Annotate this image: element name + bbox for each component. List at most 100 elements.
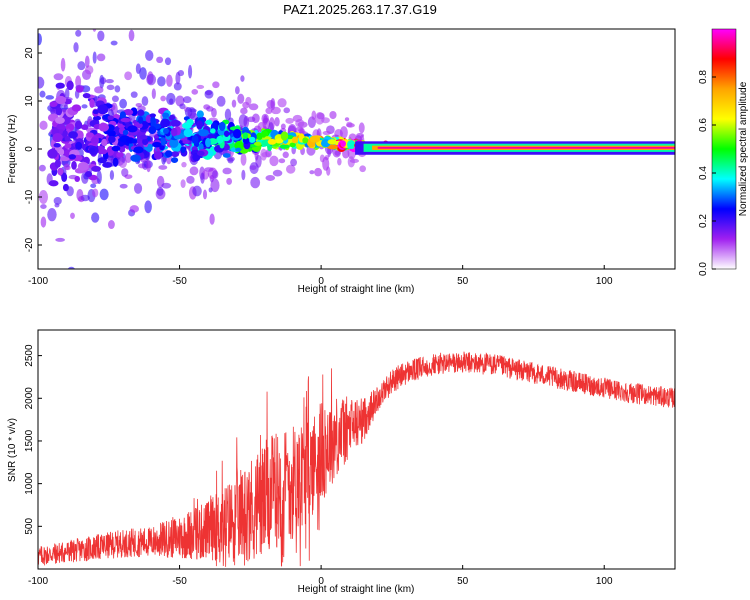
spectrogram-band-blob [57,167,64,176]
spectrogram-band-blob [102,162,113,168]
spectrogram-noise-blob [337,157,342,166]
spectrogram-noise-blob [290,158,297,167]
spectrogram-noise-blob [38,76,45,89]
spectrogram-band-blob [90,137,99,144]
spectrogram-noise-blob [38,33,42,46]
spectrogram-noise-blob [277,98,287,108]
spectrogram-noise-blob [45,95,55,100]
spectrogram-band-blob [137,116,144,124]
spectrogram-noise-blob [212,170,219,179]
spectrogram-noise-blob [173,82,182,91]
spectrogram-band-blob [191,135,199,144]
spectrogram-band-blob [89,148,95,153]
colorbar-gradient [711,28,737,270]
spectrogram-noise-blob [245,96,252,106]
spectrogram-noise-blob [107,220,115,230]
spectrogram-band-blob [169,138,179,148]
colorbar-tick-label: 0.4 [698,166,709,180]
snr-x-label: Height of straight line (km) [298,584,415,595]
spectrogram-noise-blob [121,168,129,177]
spectrogram-noise-blob [271,106,281,115]
snr-y-ticks: 500 1000 1500 2000 2500 [24,344,42,535]
spectrogram-noise-blob [191,88,199,95]
spectrogram-y-label: Frequency (Hz) [7,115,18,184]
spectrogram-noise-blob [135,63,141,75]
spectrogram-band-blob [75,130,84,140]
spectrogram-noise-blob [240,107,248,115]
spectrogram-noise-blob [99,188,109,201]
snr-y-tick-label: 2500 [24,344,35,367]
colorbar: 0.0 0.2 0.4 0.6 0.8 Normalized spectral ampl… [698,28,749,276]
spectrogram-noise-blob [322,156,330,171]
spectrogram-noise-blob [250,176,261,189]
spectrogram-band-blob [89,98,95,108]
spectrogram-band-blob [60,156,70,162]
spectrogram-band-blob [66,80,74,91]
snr-line [38,351,675,567]
snr-y-tick-label: 1000 [24,472,35,495]
spectrogram-noise-blob [186,175,195,184]
spectrogram-noise-blob [105,78,114,84]
spectrogram-band-blob [131,139,138,144]
spectrogram-band-blob [130,154,141,162]
spectrogram-band-blob [210,128,216,134]
snr-y-tick-label: 2000 [24,387,35,410]
spectrogram-band-blob [223,130,230,137]
spectrogram-noise-blob [81,104,88,109]
spectrogram-band-blob [275,138,284,144]
spectrogram-noise-blob [166,74,173,87]
spectrogram-noise-blob [99,74,105,89]
spectrogram-x-tick-label: 50 [457,276,469,287]
spectrogram-band-blob [54,159,61,168]
spectrogram-band-blob [153,151,163,160]
spectrogram-band-blob [253,141,262,146]
spectrogram-noise-blob [241,169,246,181]
spectrogram-band-blob [74,175,81,183]
spectrogram-noise-blob [309,170,315,175]
carrier-band-core [377,146,675,149]
spectrogram-band-blob [101,138,108,147]
spectrogram-band-blob [77,161,89,171]
spectrogram-band-blob [49,101,58,108]
spectrogram-band-blob [170,127,178,137]
spectrogram-noise-blob [339,126,348,139]
spectrogram-noise-blob [106,84,115,91]
spectrogram-band-blob [92,115,102,121]
spectrogram-noise-blob [129,205,140,213]
spectrogram-band-blob [62,183,69,192]
spectrogram-noise-blob [160,95,167,102]
spectrogram-noise-blob [97,30,105,42]
spectrogram-noise-blob [146,73,157,86]
spectrogram-noise-blob [144,200,152,214]
spectrogram-noise-blob [347,156,355,168]
spectrogram-noise-blob [196,84,205,89]
spectrogram-noise-blob [77,61,86,71]
spectrogram-noise-blob [91,212,100,223]
spectrogram-band-blob [159,145,165,151]
spectrogram-noise-blob [119,98,127,109]
snr-y-label: SNR (10 * v/v) [7,418,18,482]
spectrogram-band-blob [142,137,149,146]
spectrogram-band-blob [160,137,166,147]
spectrogram-noise-blob [248,103,259,111]
spectrogram-noise-blob [164,57,172,66]
spectrogram-noise-blob [92,51,97,64]
spectrogram-noise-blob [39,90,46,98]
spectrogram-noise-blob [181,161,187,168]
spectrogram-noise-blob [240,75,245,82]
spectrogram-y-tick-label: 10 [24,95,35,107]
spectrogram-noise-blob [182,96,192,104]
spectrogram-band-blob [163,128,169,135]
spectrogram-noise-blob [109,170,115,181]
spectrogram-band-blob [58,148,65,156]
spectrogram-band-blob [327,144,338,150]
spectrogram-band-blob [139,134,148,140]
spectrogram-band-blob [149,113,157,118]
spectrogram-noise-blob [114,85,121,93]
spectrogram-band-blob [47,148,58,159]
spectrogram-noise-blob [359,165,366,173]
spectrogram-band-blob [279,144,290,149]
spectrogram-band-blob [97,104,109,115]
spectrogram-band-blob [120,117,131,123]
